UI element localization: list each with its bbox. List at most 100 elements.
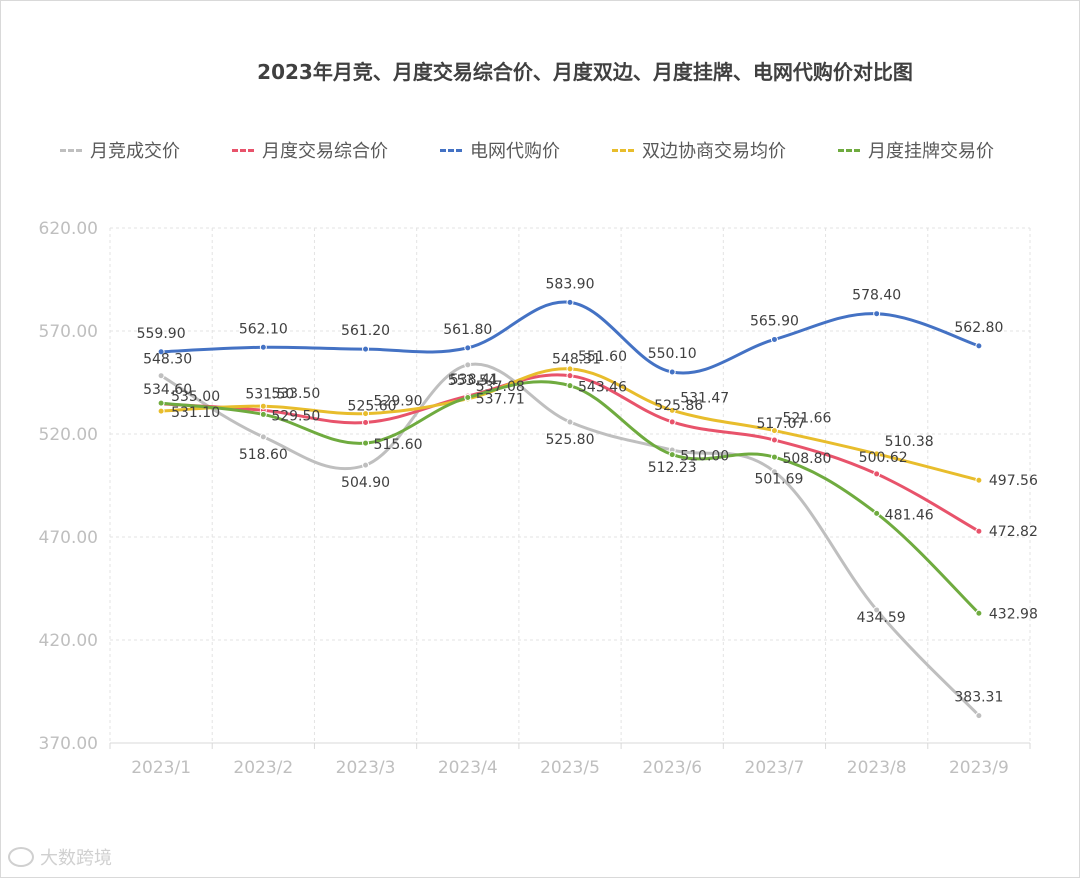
data-point	[259, 410, 267, 418]
x-tick-label: 2023/5	[540, 758, 600, 778]
data-point	[362, 418, 370, 426]
data-label: 565.90	[750, 313, 799, 329]
legend-item-yuejing[interactable]: 月竞成交价	[60, 138, 180, 162]
data-label: 533.50	[271, 386, 320, 402]
data-label: 518.60	[239, 447, 288, 463]
data-point	[464, 361, 472, 369]
data-label: 500.62	[859, 450, 908, 466]
legend-label: 双边协商交易均价	[642, 141, 786, 162]
data-point	[157, 399, 165, 407]
data-point	[873, 310, 881, 318]
data-point	[464, 394, 472, 402]
x-tick-label: 2023/1	[131, 758, 191, 778]
data-point	[157, 407, 165, 415]
data-label: 515.60	[374, 437, 423, 453]
legend-swatch	[838, 148, 860, 152]
chart-title: 2023年月竞、月度交易综合价、月度双边、月度挂牌、电网代购价对比图	[257, 60, 913, 84]
data-point	[770, 335, 778, 343]
watermark-logo-icon	[8, 847, 34, 867]
data-label: 534.60	[143, 382, 192, 398]
data-label: 510.38	[885, 434, 934, 450]
data-label: 561.20	[341, 323, 390, 339]
data-label: 531.47	[680, 390, 729, 406]
data-label: 510.00	[680, 449, 729, 465]
data-label: 481.46	[885, 507, 934, 523]
data-point	[259, 402, 267, 410]
data-point	[566, 298, 574, 306]
data-label: 562.80	[954, 320, 1003, 336]
legend-label: 月竞成交价	[90, 141, 180, 162]
data-point	[770, 468, 778, 476]
data-label: 497.56	[989, 473, 1038, 489]
legend-label: 月度交易综合价	[262, 141, 388, 162]
legend-item-shuangbian[interactable]: 双边协商交易均价	[612, 138, 786, 162]
x-tick-label: 2023/7	[745, 758, 805, 778]
data-label: 525.80	[546, 432, 595, 448]
data-label: 543.46	[578, 380, 627, 396]
data-point	[362, 345, 370, 353]
data-label: 529.50	[271, 408, 320, 424]
data-label: 550.10	[648, 346, 697, 362]
data-label: 525.86	[654, 398, 703, 414]
data-point	[157, 372, 165, 380]
y-tick-label: 370.00	[39, 734, 98, 754]
legend-swatch	[612, 148, 634, 152]
data-point	[259, 433, 267, 441]
legend-item-guapai[interactable]: 月度挂牌交易价	[838, 138, 994, 162]
x-tick-label: 2023/4	[438, 758, 498, 778]
data-label: 432.98	[989, 606, 1038, 622]
data-point	[668, 451, 676, 459]
data-point	[873, 606, 881, 614]
y-tick-label: 420.00	[39, 631, 98, 651]
data-label: 529.90	[374, 394, 423, 410]
data-label: 537.08	[476, 379, 525, 395]
data-label: 472.82	[989, 524, 1038, 540]
data-point	[566, 382, 574, 390]
data-point	[566, 418, 574, 426]
data-point	[566, 372, 574, 380]
data-point	[259, 343, 267, 351]
data-point	[873, 509, 881, 517]
data-point	[770, 427, 778, 435]
data-point	[975, 712, 983, 720]
data-label: 535.00	[171, 389, 220, 405]
data-point	[362, 461, 370, 469]
x-tick-label: 2023/9	[949, 758, 1009, 778]
data-label: 548.31	[552, 352, 601, 368]
data-point	[362, 439, 370, 447]
data-point	[873, 470, 881, 478]
data-point	[566, 365, 574, 373]
data-label: 559.90	[137, 326, 186, 342]
data-point	[975, 342, 983, 350]
legend-label: 电网代购价	[470, 141, 560, 162]
data-point	[464, 344, 472, 352]
y-tick-label: 520.00	[39, 425, 98, 445]
watermark: 大数跨境	[8, 844, 112, 870]
data-label: 434.59	[857, 610, 906, 626]
x-tick-label: 2023/6	[642, 758, 702, 778]
data-label: 525.60	[348, 398, 397, 414]
legend-swatch	[60, 148, 82, 152]
legend-item-zonghe[interactable]: 月度交易综合价	[232, 138, 388, 162]
data-point	[975, 476, 983, 484]
legend-swatch	[232, 148, 254, 152]
data-label: 501.69	[754, 472, 803, 488]
data-point	[770, 436, 778, 444]
data-label: 553.54	[448, 373, 497, 389]
data-point	[668, 418, 676, 426]
data-label: 383.31	[954, 690, 1003, 706]
y-tick-label: 570.00	[39, 322, 98, 342]
legend-item-diangwang[interactable]: 电网代购价	[440, 138, 560, 162]
data-label: 504.90	[341, 475, 390, 491]
watermark-text: 大数跨境	[40, 848, 112, 869]
chart-legend: 月竞成交价 月度交易综合价 电网代购价 双边协商交易均价 月度挂牌交易价	[60, 138, 1046, 162]
data-label: 548.30	[143, 352, 192, 368]
data-point	[975, 527, 983, 535]
data-point	[668, 368, 676, 376]
x-tick-label: 2023/8	[847, 758, 907, 778]
legend-swatch	[440, 148, 462, 152]
data-label: 508.80	[782, 451, 831, 467]
data-label: 512.23	[648, 460, 697, 476]
legend-label: 月度挂牌交易价	[868, 141, 994, 162]
